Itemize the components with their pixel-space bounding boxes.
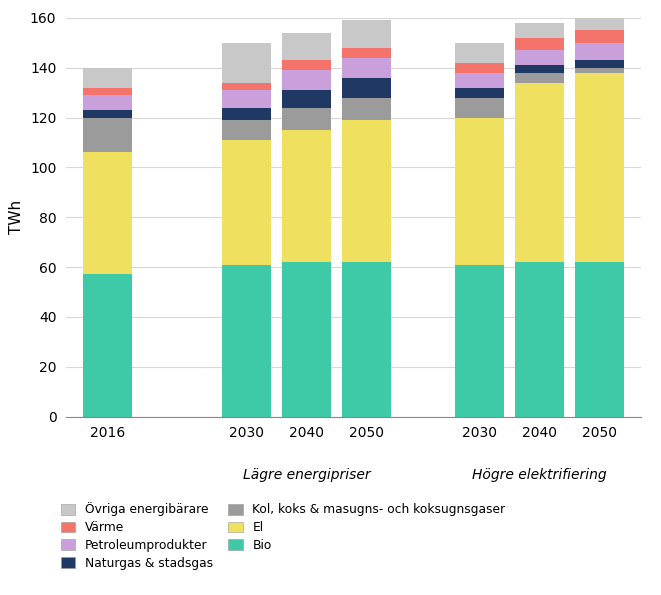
Bar: [83, 110, 132, 117]
Bar: [516, 50, 564, 65]
Bar: [575, 43, 624, 60]
Text: Högre elektrifiering: Högre elektrifiering: [473, 468, 607, 483]
Bar: [282, 262, 331, 416]
Bar: [83, 274, 132, 416]
Bar: [575, 262, 624, 416]
Bar: [222, 43, 271, 83]
Bar: [516, 23, 564, 37]
Bar: [455, 265, 504, 416]
Bar: [83, 68, 132, 87]
Bar: [83, 95, 132, 110]
Bar: [575, 30, 624, 43]
Bar: [342, 58, 391, 77]
Y-axis label: TWh: TWh: [9, 200, 24, 234]
Bar: [282, 70, 331, 90]
Bar: [455, 73, 504, 87]
Bar: [222, 140, 271, 265]
Bar: [282, 90, 331, 108]
Bar: [342, 98, 391, 120]
Bar: [342, 20, 391, 48]
Legend: Övriga energibärare, Värme, Petroleumprodukter, Naturgas & stadsgas, Kol, koks &: Övriga energibärare, Värme, Petroleumpro…: [61, 502, 506, 570]
Bar: [83, 117, 132, 152]
Bar: [342, 262, 391, 416]
Bar: [455, 43, 504, 62]
Bar: [575, 73, 624, 262]
Bar: [455, 62, 504, 73]
Bar: [455, 117, 504, 265]
Bar: [222, 83, 271, 90]
Bar: [455, 87, 504, 98]
Bar: [342, 77, 391, 98]
Bar: [516, 262, 564, 416]
Text: Lägre energipriser: Lägre energipriser: [243, 468, 370, 483]
Bar: [282, 108, 331, 130]
Bar: [282, 130, 331, 262]
Bar: [516, 73, 564, 83]
Bar: [342, 48, 391, 58]
Bar: [575, 68, 624, 73]
Bar: [83, 87, 132, 95]
Bar: [575, 60, 624, 68]
Bar: [83, 152, 132, 274]
Bar: [342, 120, 391, 262]
Bar: [222, 265, 271, 416]
Bar: [222, 108, 271, 120]
Bar: [516, 65, 564, 73]
Bar: [282, 33, 331, 60]
Bar: [575, 15, 624, 30]
Bar: [455, 98, 504, 117]
Bar: [516, 83, 564, 262]
Bar: [222, 120, 271, 140]
Bar: [516, 37, 564, 50]
Bar: [222, 90, 271, 108]
Bar: [282, 60, 331, 70]
